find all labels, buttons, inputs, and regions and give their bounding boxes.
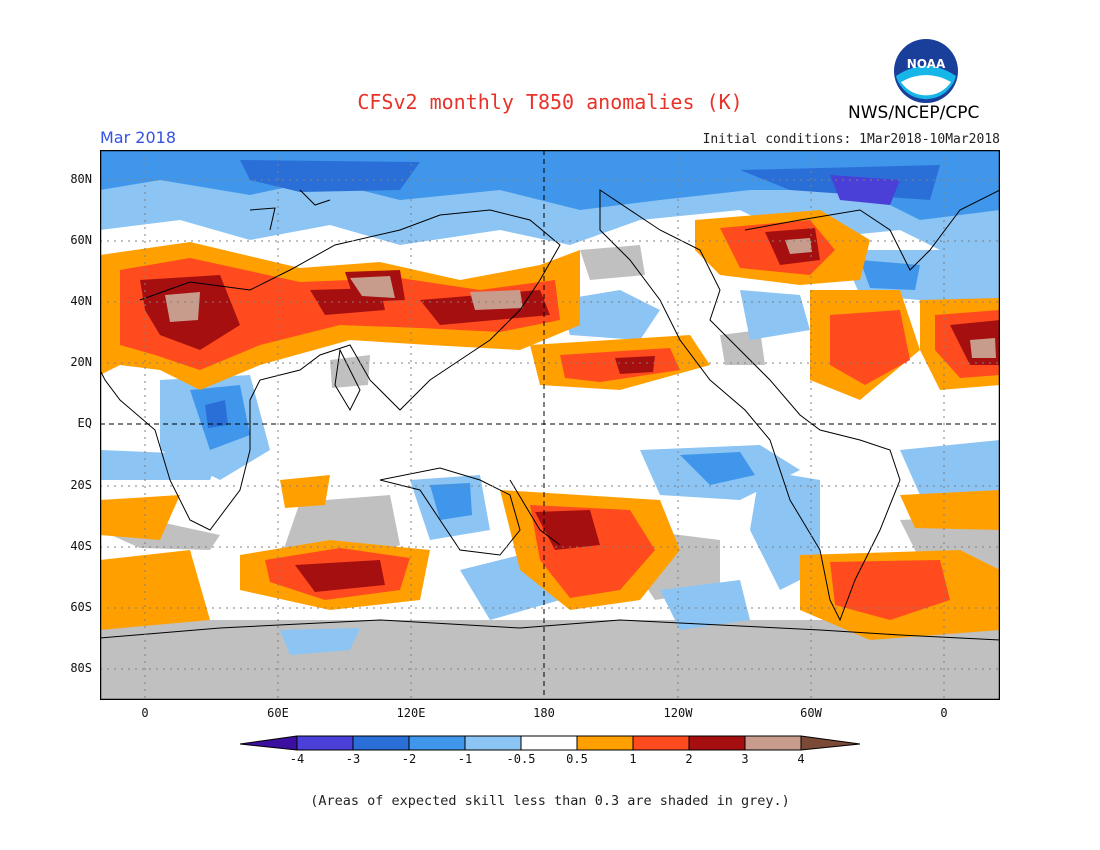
initial-conditions: Initial conditions: 1Mar2018-10Mar2018 [702,132,1000,147]
graticule [100,150,1000,700]
coastlines [100,189,1000,641]
lon-label: 60E [267,706,289,720]
colorbar-swatch [353,736,409,750]
lon-label: 0 [141,706,149,720]
colorbar-label: 3 [741,752,749,766]
lat-label: 20N [70,355,92,369]
colorbar [240,735,860,751]
lat-label: 60S [70,600,92,614]
colorbar-label: -3 [345,752,361,766]
colorbar-swatch [521,736,577,750]
colorbar-swatch [801,736,860,750]
agency-label: NWS/NCEP/CPC [848,103,980,123]
map-title: CFSv2 monthly T850 anomalies (K) [357,90,743,114]
lat-label: 40N [70,294,92,308]
colorbar-swatch [633,736,689,750]
noaa-logo: NOAA [894,39,958,103]
colorbar-label: -2 [401,752,417,766]
lat-label: 20S [70,478,92,492]
colorbar-label: 0.5 [566,752,588,766]
lon-label: 120W [663,706,693,720]
colorbar-swatch [409,736,465,750]
lat-label: 60N [70,233,92,247]
colorbar-swatch [240,736,297,750]
lon-label: 0 [940,706,948,720]
lat-label: 80S [70,661,92,675]
colorbar-label: -4 [289,752,305,766]
forecast-month: Mar 2018 [100,128,176,147]
colorbar-label: -0.5 [506,752,536,766]
lon-label: 60W [800,706,822,720]
lat-label: EQ [77,416,92,430]
warm-anomalies [100,210,1000,640]
colorbar-label: 4 [797,752,805,766]
lon-label: 120E [396,706,426,720]
svg-text:NOAA: NOAA [907,57,946,71]
skill-footnote: (Areas of expected skill less than 0.3 a… [310,793,790,809]
lon-label: 180 [533,706,555,720]
colorbar-label: 2 [685,752,693,766]
colorbar-swatch [689,736,745,750]
colorbar-swatch [297,736,353,750]
colorbar-label: -1 [457,752,473,766]
lat-label: 40S [70,539,92,553]
colorbar-swatch [465,736,521,750]
lat-label: 80N [70,172,92,186]
anomaly-map [100,150,1000,700]
colorbar-label: 1 [629,752,637,766]
colorbar-swatch [577,736,633,750]
colorbar-swatch [745,736,801,750]
